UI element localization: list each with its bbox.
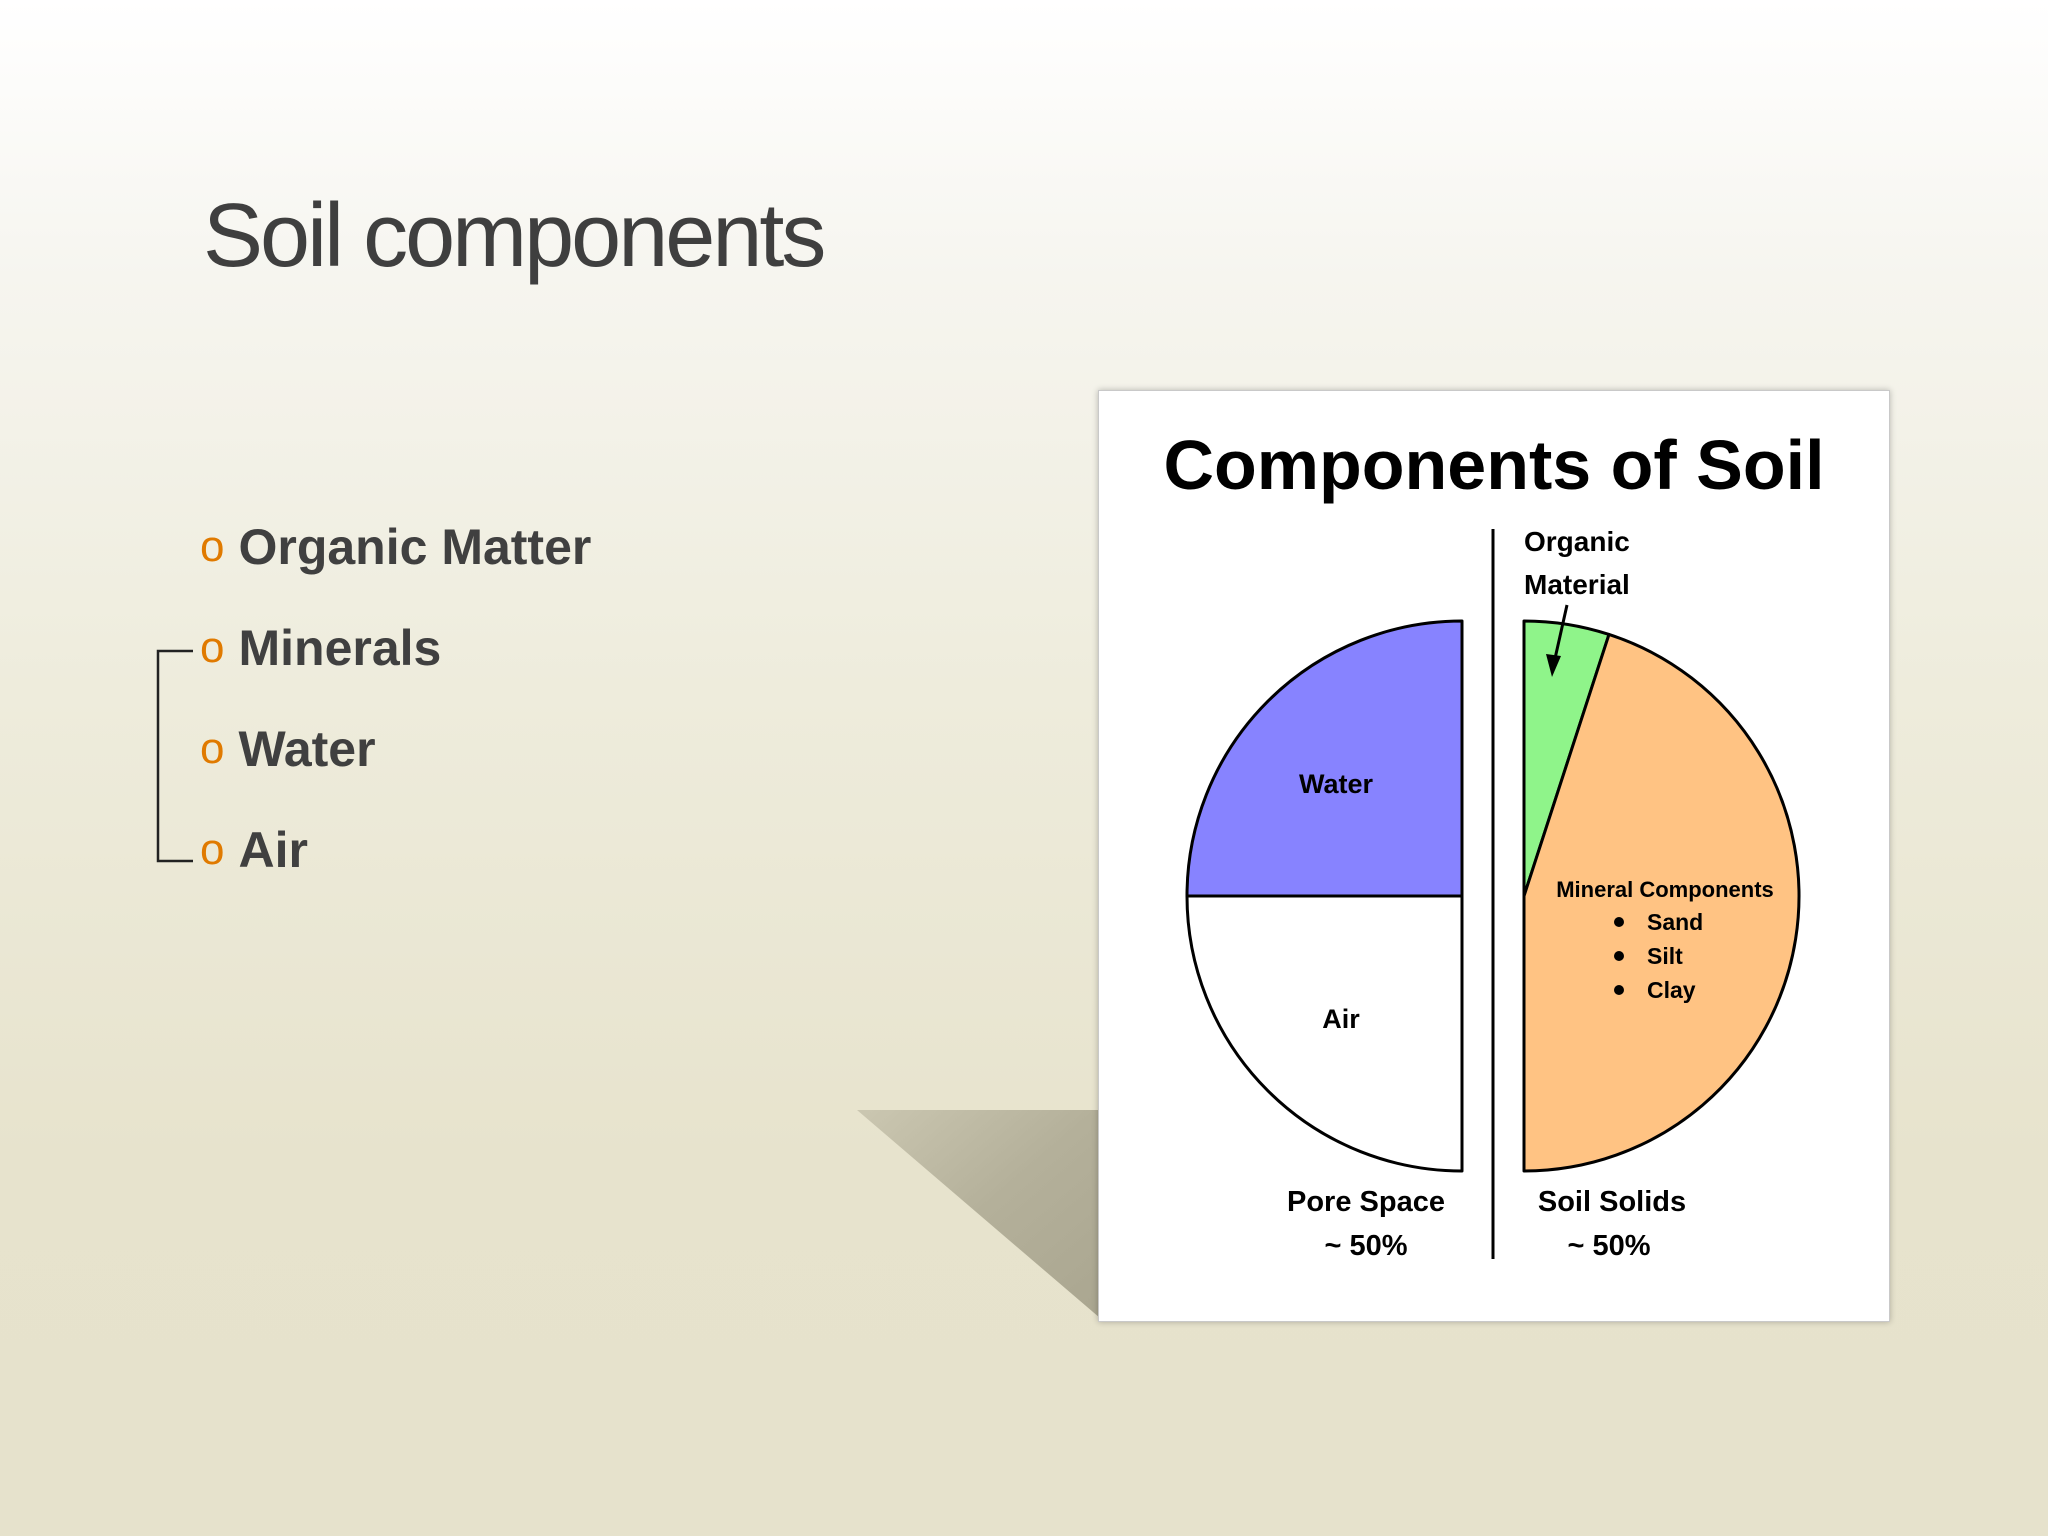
slice-label-organic-line2: Material bbox=[1524, 569, 1630, 600]
bullet-marker: o bbox=[200, 522, 225, 571]
pie-slice-water bbox=[1185, 619, 1464, 898]
chart-figure: Components of Soil Water Air Organic Materia… bbox=[1098, 390, 1890, 1322]
half-value-soil-solids: ~ 50% bbox=[1567, 1230, 1650, 1262]
bullet-text: Air bbox=[238, 822, 308, 878]
mineral-item-silt: Silt bbox=[1647, 943, 1683, 969]
slice-label-water: Water bbox=[1299, 769, 1374, 799]
mineral-item-sand: Sand bbox=[1647, 909, 1703, 935]
bullet-marker: o bbox=[200, 825, 225, 874]
bullet-text: Organic Matter bbox=[238, 519, 592, 575]
half-value-pore-space: ~ 50% bbox=[1324, 1230, 1407, 1262]
bullet-organic-matter: o Organic Matter bbox=[200, 512, 591, 613]
pie-slice-air bbox=[1185, 894, 1464, 1173]
mineral-bullet bbox=[1614, 917, 1624, 927]
half-label-soil-solids: Soil Solids bbox=[1538, 1186, 1686, 1218]
slice-label-mineral: Mineral Components bbox=[1556, 877, 1774, 902]
bullet-water: o Water bbox=[200, 714, 591, 815]
slice-label-air: Air bbox=[1322, 1004, 1360, 1034]
mineral-bullet bbox=[1614, 951, 1624, 961]
slice-label-organic-line1: Organic bbox=[1524, 526, 1630, 557]
slide-title: Soil components bbox=[203, 186, 826, 286]
organic-arrow-line bbox=[1552, 604, 1569, 664]
bullet-marker: o bbox=[200, 623, 225, 672]
bullet-text: Water bbox=[238, 721, 376, 777]
bullet-list: o Organic Matter o Minerals o Water o Ai… bbox=[200, 512, 591, 916]
chart-title: Components of Soil bbox=[1163, 426, 1824, 504]
pie-slice-mineral-components bbox=[1522, 632, 1801, 1173]
bullet-minerals: o Minerals bbox=[200, 613, 591, 714]
bullet-marker: o bbox=[200, 724, 225, 773]
half-label-pore-space: Pore Space bbox=[1287, 1186, 1445, 1218]
mineral-bullet bbox=[1614, 985, 1624, 995]
soil-pie-chart: Components of Soil Water Air Organic Materia… bbox=[1163, 426, 1824, 1262]
organic-arrow-head bbox=[1546, 654, 1561, 677]
bullet-air: o Air bbox=[200, 815, 591, 916]
mineral-item-clay: Clay bbox=[1647, 977, 1696, 1003]
bullet-text: Minerals bbox=[238, 620, 442, 676]
